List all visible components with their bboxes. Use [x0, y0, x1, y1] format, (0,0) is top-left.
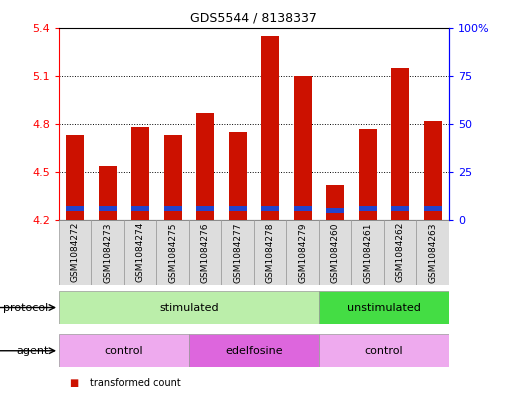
Bar — [261, 35, 279, 220]
Bar — [124, 220, 156, 285]
Bar — [59, 291, 319, 324]
Text: GSM1084273: GSM1084273 — [103, 222, 112, 283]
Text: GSM1084276: GSM1084276 — [201, 222, 210, 283]
Bar — [424, 206, 442, 211]
Bar — [359, 206, 377, 211]
Text: GSM1084279: GSM1084279 — [298, 222, 307, 283]
Bar — [196, 206, 214, 211]
Text: GSM1084278: GSM1084278 — [266, 222, 274, 283]
Text: GSM1084277: GSM1084277 — [233, 222, 242, 283]
Bar — [131, 206, 149, 211]
Bar — [319, 334, 449, 367]
Bar — [164, 135, 182, 220]
Text: protocol: protocol — [4, 303, 49, 312]
Bar — [59, 220, 91, 285]
Bar — [391, 68, 409, 220]
Bar — [164, 206, 182, 211]
Text: GSM1084260: GSM1084260 — [331, 222, 340, 283]
Text: ■: ■ — [69, 378, 78, 388]
Bar — [351, 220, 384, 285]
Bar — [424, 121, 442, 220]
Bar — [319, 220, 351, 285]
Text: GSM1084275: GSM1084275 — [168, 222, 177, 283]
Text: GSM1084263: GSM1084263 — [428, 222, 437, 283]
Bar — [319, 291, 449, 324]
Bar — [384, 220, 417, 285]
Text: GSM1084261: GSM1084261 — [363, 222, 372, 283]
Bar — [326, 185, 344, 220]
Text: GSM1084262: GSM1084262 — [396, 222, 405, 283]
Bar — [229, 132, 247, 220]
Text: edelfosine: edelfosine — [225, 346, 283, 356]
Bar — [254, 220, 286, 285]
Text: transformed count: transformed count — [90, 378, 181, 388]
Text: GDS5544 / 8138337: GDS5544 / 8138337 — [190, 12, 318, 25]
Bar — [196, 112, 214, 220]
Text: GSM1084272: GSM1084272 — [71, 222, 80, 283]
Bar — [91, 220, 124, 285]
Bar — [222, 220, 254, 285]
Text: GSM1084274: GSM1084274 — [136, 222, 145, 283]
Text: control: control — [365, 346, 403, 356]
Text: agent: agent — [16, 346, 49, 356]
Bar — [261, 206, 279, 211]
Bar — [66, 135, 84, 220]
Text: control: control — [105, 346, 143, 356]
Bar — [417, 220, 449, 285]
Bar — [229, 206, 247, 211]
Bar — [286, 220, 319, 285]
Bar — [131, 127, 149, 220]
Bar — [189, 334, 319, 367]
Bar — [99, 165, 116, 220]
Bar — [391, 206, 409, 211]
Bar — [156, 220, 189, 285]
Bar — [359, 129, 377, 220]
Bar — [326, 208, 344, 213]
Bar — [294, 76, 311, 220]
Bar — [189, 220, 222, 285]
Text: unstimulated: unstimulated — [347, 303, 421, 312]
Text: stimulated: stimulated — [159, 303, 219, 312]
Bar — [99, 206, 116, 211]
Bar — [59, 334, 189, 367]
Bar — [66, 206, 84, 211]
Bar — [294, 206, 311, 211]
